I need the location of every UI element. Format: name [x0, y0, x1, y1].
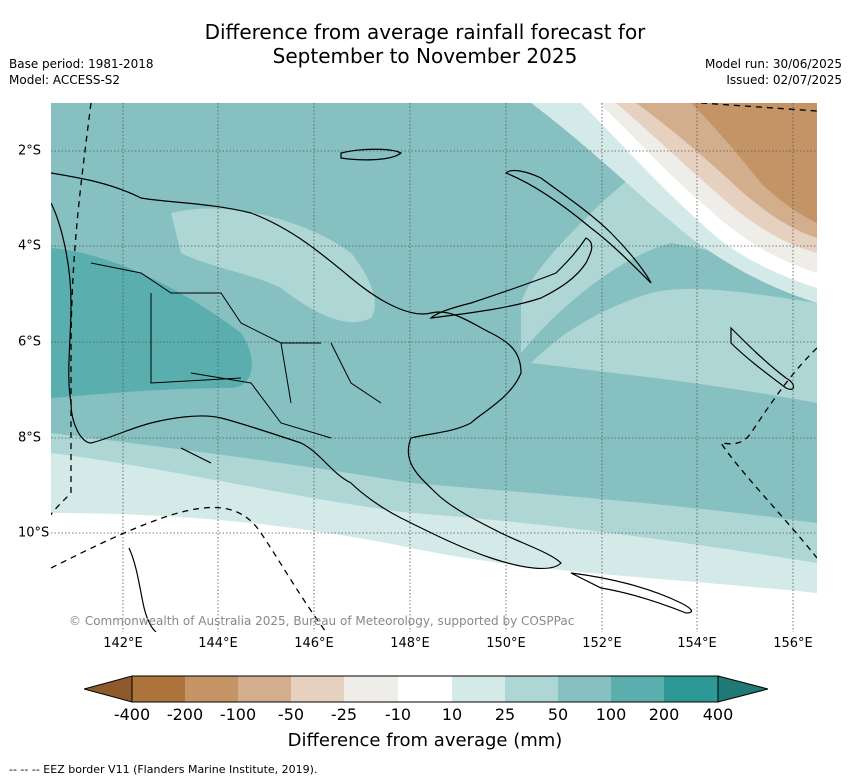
colorbar-tick-label: 400 [702, 705, 734, 724]
lon-tick-label: 146°E [294, 636, 334, 651]
lon-tick-label: 144°E [198, 636, 238, 651]
lon-tick-label: 154°E [677, 636, 717, 651]
coastlines [51, 148, 795, 632]
colorbar-segment [558, 676, 611, 702]
anomaly-band-neutral-south [51, 513, 817, 632]
new-guinea-coast [51, 172, 562, 569]
colorbar-segment [611, 676, 664, 702]
colorbar-title: Difference from average (mm) [287, 730, 563, 751]
lon-tick-label: 150°E [486, 636, 526, 651]
colorbar-tick-label: 50 [547, 705, 569, 724]
title-line-2: September to November 2025 [272, 44, 578, 68]
louisiade-islands [570, 572, 693, 614]
lat-tick-label: 2°S [18, 143, 42, 159]
new-britain-coast [429, 237, 593, 319]
colorbar-tick-label: 200 [648, 705, 680, 724]
colorbar-segment [291, 676, 344, 702]
title-line-1: Difference from average rainfall forecas… [204, 20, 646, 44]
province-borders [90, 262, 382, 439]
colorbar-segment [185, 676, 238, 702]
graticule [51, 103, 817, 632]
model-label: Model: ACCESS-S2 [9, 73, 121, 87]
lat-tick-label: 10°S [18, 525, 50, 541]
colorbar-segment [238, 676, 291, 702]
new-ireland-coast [504, 169, 652, 284]
base-period-label: Base period: 1981-2018 [9, 57, 154, 71]
colorbar-segment [664, 676, 718, 702]
colorbar-segment [452, 676, 505, 702]
colorbar-tick-label: -25 [330, 705, 358, 724]
issued-label: Issued: 02/07/2025 [726, 73, 842, 87]
lat-tick-label: 8°S [18, 430, 42, 446]
run-info: Model run: 30/06/2025 Issued: 02/07/2025 [705, 56, 842, 88]
colorbar-tick-label: 100 [595, 705, 627, 724]
model-run-label: Model run: 30/06/2025 [704, 57, 842, 71]
colorbar-tick-label: 10 [441, 705, 463, 724]
manus-island [340, 148, 403, 161]
map-title: Difference from average rainfall forecas… [0, 20, 850, 68]
anomaly-band-25-50-east-low [531, 288, 817, 403]
lat-tick-label: 6°S [18, 334, 42, 350]
colorbar-tick-label: 25 [494, 705, 516, 724]
colorbar [84, 675, 768, 703]
anomaly-band-minus100-200-ne [691, 103, 817, 223]
colorbar-extend-low [84, 675, 133, 703]
colorbar-segment [398, 676, 452, 702]
lon-tick-label: 152°E [582, 636, 622, 651]
cape-york-coast [128, 547, 157, 632]
copyright-notice: © Commonwealth of Australia 2025, Bureau… [69, 614, 575, 628]
colorbar-tick-label: -50 [277, 705, 305, 724]
colorbar-extend-high [717, 675, 768, 703]
lat-tick-label: 4°S [18, 238, 42, 254]
lon-tick-label: 148°E [390, 636, 430, 651]
rainfall-map [51, 103, 817, 632]
colorbar-segment [132, 676, 185, 702]
lon-tick-label: 156°E [773, 636, 813, 651]
colorbar-tick-label: -100 [219, 705, 257, 724]
colorbar-tick-label: -10 [384, 705, 412, 724]
bougainville-coast [730, 326, 795, 390]
lon-tick-label: 142°E [103, 636, 143, 651]
eez-border [51, 103, 817, 632]
colorbar-segment [505, 676, 558, 702]
colorbar-tick-label: -200 [166, 705, 204, 724]
model-info: Base period: 1981-2018 Model: ACCESS-S2 [9, 56, 154, 88]
colorbar-segment [344, 676, 398, 702]
colorbar-tick-label: -400 [113, 705, 151, 724]
torres-islands [180, 447, 212, 464]
anomaly-band-25-50-north [171, 208, 375, 323]
eez-footnote: -- -- -- EEZ border V11 (Flanders Marine… [9, 763, 318, 776]
